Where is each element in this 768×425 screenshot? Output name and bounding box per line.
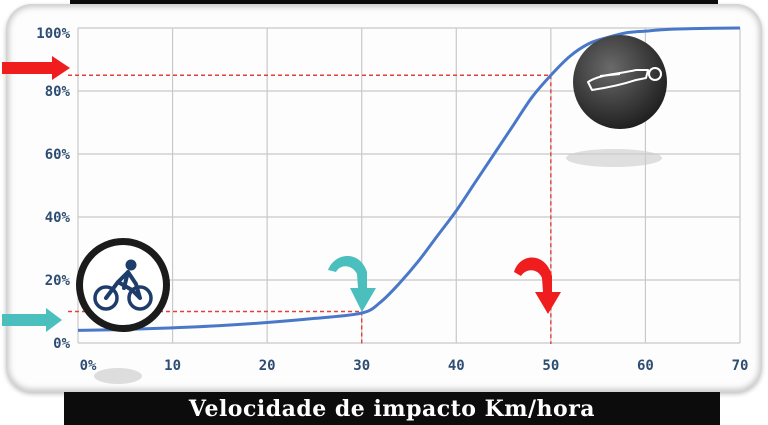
y-tick-label: 80% bbox=[45, 84, 71, 100]
x-tick-label: 0% bbox=[80, 358, 97, 374]
red-curved-arrow-icon bbox=[514, 257, 561, 314]
y-tick-label: 20% bbox=[45, 273, 71, 289]
x-axis-label: Velocidade de impacto Km/hora bbox=[188, 395, 596, 422]
y-tick-label: 40% bbox=[45, 210, 71, 226]
x-tick-label: 50 bbox=[542, 358, 559, 374]
series-line bbox=[77, 26, 741, 332]
y-tick-label: 100% bbox=[36, 26, 70, 42]
tick-labels: 0% 10 20 30 40 50 60 70 0% 20% 40% 60% 80% 100% bbox=[36, 26, 748, 374]
y-tick-label: 60% bbox=[45, 147, 71, 163]
red-left-arrow-icon bbox=[2, 56, 70, 80]
y-tick-label: 0% bbox=[53, 336, 70, 352]
blur-shadow bbox=[94, 368, 142, 384]
x-tick-label: 20 bbox=[259, 358, 276, 374]
x-tick-label: 40 bbox=[448, 358, 465, 374]
x-tick-label: 60 bbox=[637, 358, 654, 374]
teal-curved-arrow-icon bbox=[328, 256, 376, 312]
reference-lines bbox=[68, 74, 552, 344]
cyclist-icon bbox=[76, 238, 170, 332]
xlabel-bar: Velocidade de impacto Km/hora bbox=[64, 392, 720, 425]
fallen-person-icon bbox=[566, 35, 667, 167]
x-tick-label: 70 bbox=[732, 358, 749, 374]
teal-left-arrow-icon bbox=[2, 308, 62, 332]
x-tick-label: 30 bbox=[353, 358, 370, 374]
x-tick-label: 10 bbox=[164, 358, 181, 374]
